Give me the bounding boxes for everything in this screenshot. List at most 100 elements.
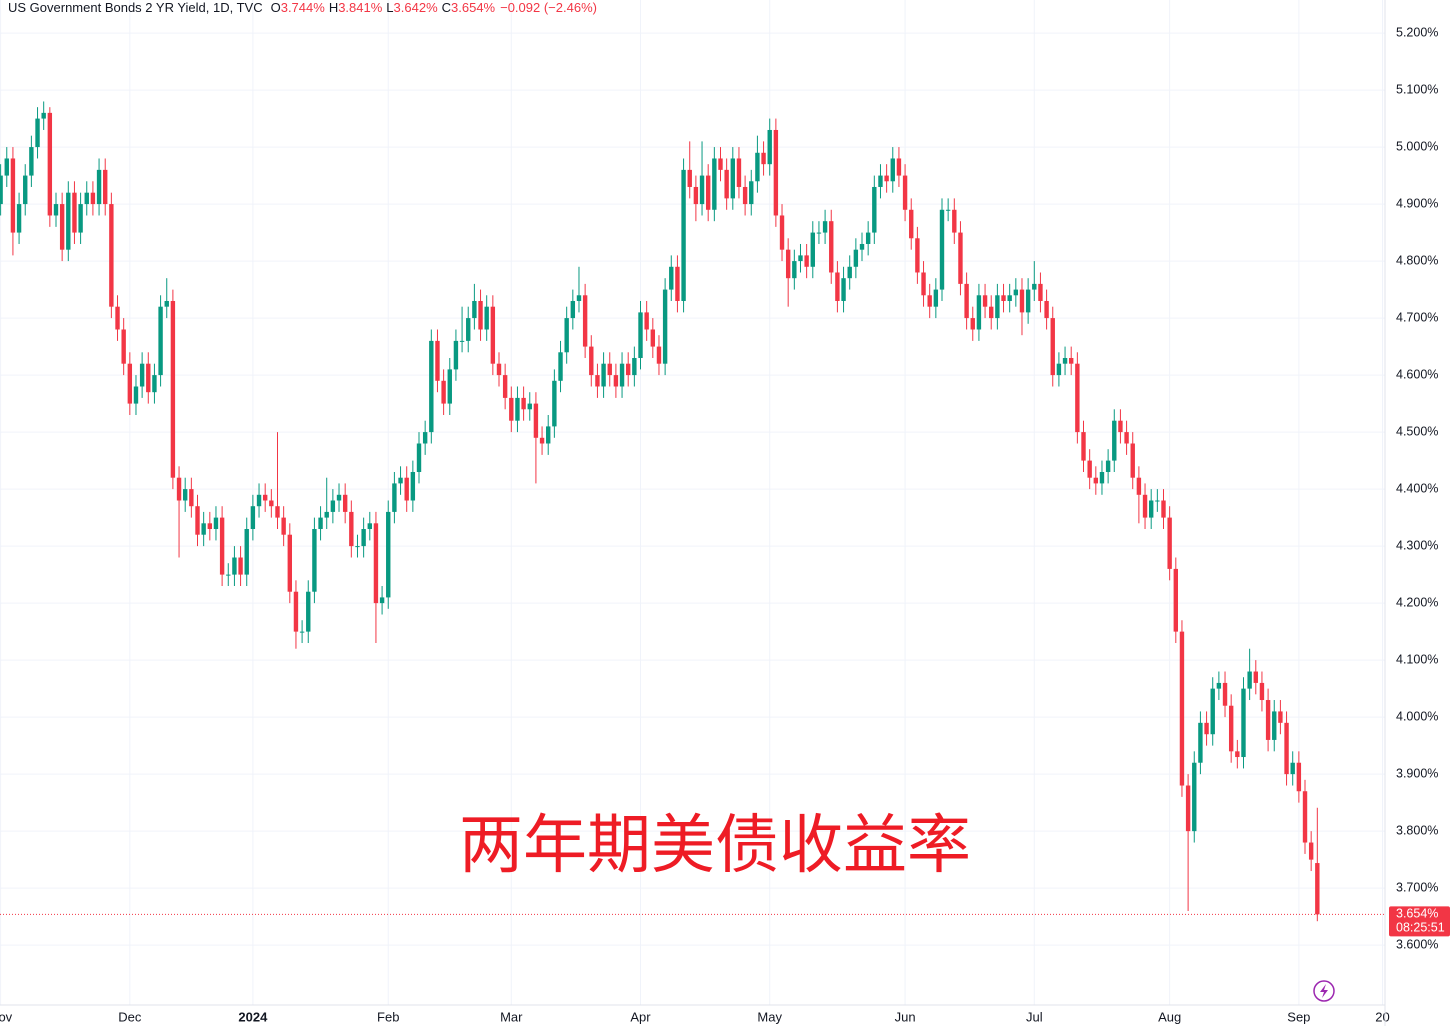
candle-body — [16, 204, 22, 233]
x-tick-label: Jul — [1026, 1009, 1043, 1024]
candle-body — [539, 437, 545, 444]
legend-key: H — [329, 0, 338, 15]
candle-body — [644, 312, 649, 330]
flash-icon[interactable] — [1313, 980, 1335, 1002]
candle-body — [459, 340, 465, 342]
candle-body — [718, 158, 723, 170]
candle-body — [103, 169, 108, 205]
candle-body — [170, 300, 176, 478]
x-tick-label: Feb — [377, 1009, 399, 1024]
candle-body — [367, 523, 372, 530]
candle-body — [1093, 477, 1099, 484]
candle-body — [736, 158, 742, 187]
candle-body — [219, 517, 225, 575]
x-tick-label: May — [757, 1009, 782, 1024]
candle-body — [1056, 363, 1062, 376]
candle-body — [1235, 751, 1240, 758]
candle-body — [146, 363, 151, 393]
candle-body — [133, 386, 139, 404]
candle-body — [189, 489, 194, 507]
y-tick-label: 5.000% — [1396, 139, 1438, 153]
candle-body — [853, 249, 859, 267]
candle-body — [250, 506, 256, 530]
candle-body — [1265, 700, 1271, 740]
candle-body — [1025, 289, 1031, 313]
y-tick-label: 4.300% — [1396, 538, 1438, 552]
candle-body — [595, 375, 600, 387]
candle-body — [835, 272, 840, 301]
candle-body — [687, 169, 692, 187]
candle-body — [693, 186, 699, 205]
candle-body — [1124, 432, 1129, 444]
candle-body — [121, 329, 126, 364]
candle-body — [404, 477, 409, 501]
candle-body — [1302, 791, 1308, 843]
candle-body — [970, 318, 975, 330]
candle-body — [127, 363, 133, 404]
x-tick-label: Dec — [118, 1009, 142, 1024]
candle-body — [281, 517, 286, 535]
candle-body — [705, 175, 711, 210]
candle-body — [207, 523, 213, 530]
candle-body — [164, 300, 169, 307]
candle-body — [244, 529, 249, 575]
candle-body — [1241, 688, 1246, 758]
grid — [0, 0, 1385, 1005]
candle-body — [1087, 460, 1092, 478]
candle-body — [398, 477, 403, 484]
candle-body — [1296, 762, 1302, 792]
candle-body — [201, 523, 206, 535]
candle-body — [158, 306, 163, 376]
annotation: 两年期美债收益率 — [459, 809, 971, 881]
candle-body — [915, 238, 920, 273]
y-tick-label: 4.600% — [1396, 367, 1438, 381]
candle-body — [1247, 671, 1252, 689]
candle-body — [521, 397, 526, 410]
candle-body — [570, 300, 576, 319]
candle-body — [675, 266, 680, 301]
candle-body — [884, 175, 889, 182]
candle-body — [1284, 722, 1289, 775]
legend-value: 3.841% — [338, 0, 383, 15]
candle-body — [1044, 300, 1049, 319]
candle-body — [822, 221, 828, 233]
candle-body — [989, 306, 994, 319]
candle-body — [1019, 289, 1025, 313]
candle-body — [749, 181, 754, 205]
candle-body — [1075, 363, 1080, 433]
candle-body — [1228, 705, 1234, 752]
candle-body — [945, 209, 951, 211]
candle-body — [23, 175, 28, 205]
y-tick-label: 4.100% — [1396, 652, 1438, 666]
candle-body — [213, 517, 219, 530]
legend-key: C — [442, 0, 451, 15]
candle-body — [546, 426, 551, 444]
candle-body — [176, 477, 182, 501]
candle-body — [681, 169, 686, 301]
x-tick-label: Jun — [895, 1009, 916, 1024]
candle-body — [1112, 420, 1117, 461]
candle-body — [810, 232, 815, 267]
candle-body — [509, 397, 514, 421]
candle-body — [1167, 517, 1172, 569]
candle-body — [589, 346, 594, 376]
y-tick-label: 3.700% — [1396, 880, 1438, 894]
candle-body — [1278, 711, 1283, 723]
y-tick-label: 5.100% — [1396, 82, 1438, 96]
candle-body — [613, 375, 619, 387]
x-tick-label: Mar — [500, 1009, 523, 1024]
y-tick-label: 3.900% — [1396, 766, 1438, 780]
candle-body — [761, 152, 766, 165]
candle-body — [1007, 295, 1012, 301]
candle-body — [139, 363, 145, 387]
candle-body — [1050, 318, 1055, 376]
candle-body — [669, 266, 674, 290]
y-tick-label: 4.500% — [1396, 424, 1438, 438]
candle-body — [109, 204, 114, 307]
candle-body — [1130, 443, 1135, 478]
candle-body — [1222, 682, 1228, 706]
candle-body — [699, 175, 705, 205]
candle-body — [410, 472, 416, 501]
candle-body — [330, 500, 336, 512]
